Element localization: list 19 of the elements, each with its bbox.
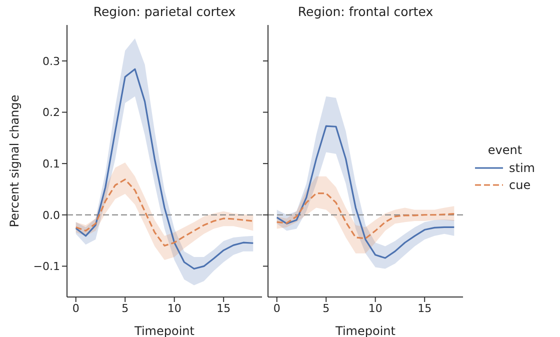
y-tick-label: −0.1: [33, 260, 60, 274]
y-tick-label: 0.3: [42, 54, 60, 68]
x-tick-label: 5: [122, 302, 129, 315]
legend-label: cue: [509, 178, 531, 192]
y-axis-title: Percent signal change: [7, 94, 22, 228]
x-tick-label: 5: [322, 302, 330, 315]
legend-label: stim: [509, 160, 535, 174]
x-tick-label: 10: [368, 302, 382, 315]
x-tick-label: 15: [418, 302, 432, 315]
y-tick-label: 0.0: [42, 208, 60, 222]
legend-title: event: [486, 142, 524, 156]
x-tick-label: 0: [273, 302, 280, 315]
x-tick-label: 0: [72, 302, 80, 315]
chart-title: Region: parietal cortex: [92, 4, 237, 19]
y-tick-label: 0.2: [42, 106, 60, 120]
chart-title: Region: frontal cortex: [296, 4, 434, 19]
y-tick-label: 0.1: [42, 157, 60, 170]
x-tick-label: 10: [167, 302, 182, 315]
x-tick-label: 15: [216, 302, 231, 315]
